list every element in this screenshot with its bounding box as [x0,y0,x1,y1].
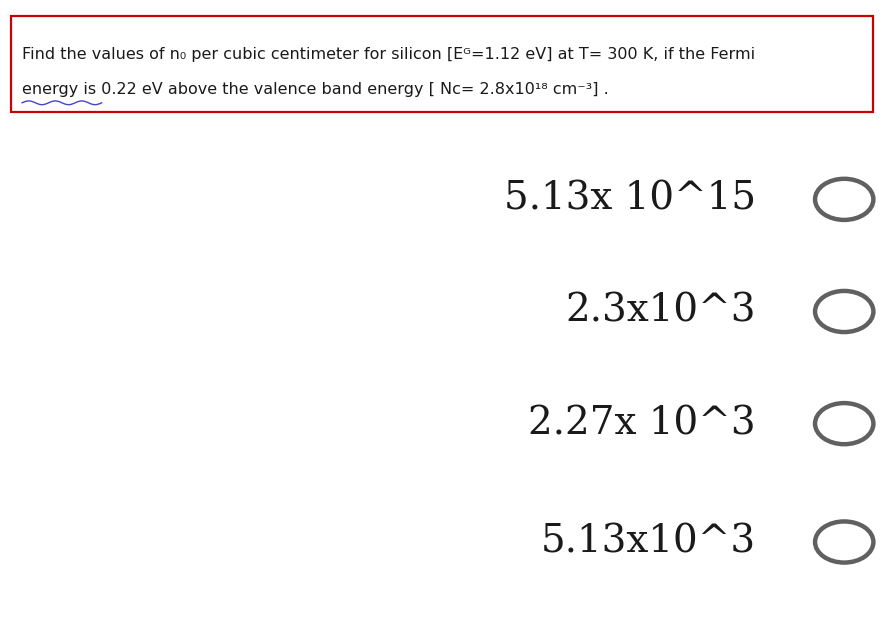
Text: 2.27x 10^3: 2.27x 10^3 [529,405,756,442]
Text: 2.3x10^3: 2.3x10^3 [566,293,756,330]
Text: 5.13x10^3: 5.13x10^3 [541,523,756,561]
FancyBboxPatch shape [11,16,873,112]
Text: 5.13x 10^15: 5.13x 10^15 [504,181,756,218]
Text: energy is 0.22 eV above the valence band energy [ Nᴄ= 2.8x10¹⁸ cm⁻³] .: energy is 0.22 eV above the valence band… [22,82,609,97]
Text: Find the values of n₀ per cubic centimeter for silicon [Eᴳ=1.12 eV] at T= 300 K,: Find the values of n₀ per cubic centimet… [22,47,755,62]
